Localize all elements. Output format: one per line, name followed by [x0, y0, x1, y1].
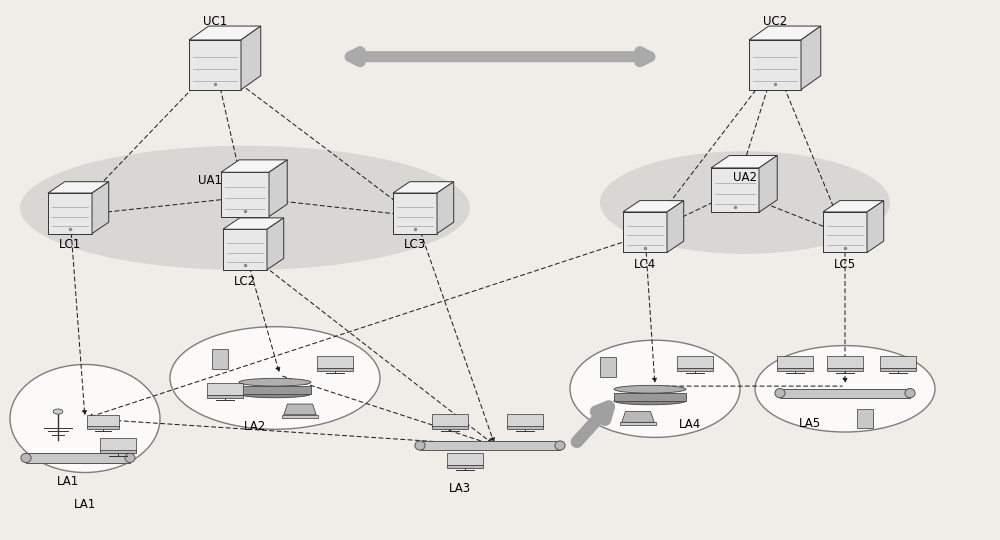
Polygon shape: [239, 386, 311, 394]
Bar: [827, 368, 863, 370]
Text: UC2: UC2: [763, 15, 787, 28]
Ellipse shape: [125, 453, 135, 462]
Bar: [507, 414, 543, 427]
Polygon shape: [867, 201, 884, 252]
Bar: [880, 368, 916, 370]
Ellipse shape: [10, 364, 160, 472]
Polygon shape: [823, 201, 884, 212]
Text: LA1: LA1: [57, 475, 79, 488]
Polygon shape: [622, 411, 654, 422]
Bar: [447, 465, 483, 468]
Bar: [827, 356, 863, 368]
Bar: [432, 414, 468, 427]
Polygon shape: [437, 181, 454, 233]
Ellipse shape: [614, 397, 686, 405]
Bar: [677, 368, 713, 370]
Polygon shape: [614, 393, 686, 401]
Polygon shape: [284, 404, 316, 415]
Text: LA5: LA5: [799, 417, 821, 430]
Polygon shape: [667, 201, 684, 252]
Polygon shape: [223, 218, 284, 229]
Bar: [87, 415, 119, 427]
Text: LA4: LA4: [679, 418, 701, 431]
Polygon shape: [189, 40, 241, 90]
Text: UC1: UC1: [203, 15, 227, 28]
Polygon shape: [711, 168, 759, 212]
Text: LC5: LC5: [834, 258, 856, 271]
Polygon shape: [759, 156, 777, 212]
Polygon shape: [801, 26, 821, 90]
Bar: [212, 349, 228, 369]
Bar: [857, 409, 873, 428]
Ellipse shape: [600, 151, 890, 254]
Polygon shape: [749, 40, 801, 90]
Circle shape: [53, 409, 63, 414]
Polygon shape: [221, 172, 269, 217]
Polygon shape: [749, 26, 821, 40]
Polygon shape: [48, 181, 109, 193]
Bar: [207, 395, 243, 397]
Bar: [317, 368, 353, 370]
Text: LC4: LC4: [634, 258, 656, 271]
Bar: [677, 356, 713, 368]
Bar: [100, 438, 136, 451]
Bar: [777, 368, 813, 370]
Polygon shape: [623, 201, 684, 212]
Polygon shape: [711, 156, 777, 168]
Text: UA1: UA1: [198, 174, 222, 187]
Ellipse shape: [755, 346, 935, 432]
Ellipse shape: [20, 146, 470, 270]
Ellipse shape: [614, 386, 686, 393]
Bar: [317, 356, 353, 368]
Ellipse shape: [239, 390, 311, 398]
Bar: [600, 357, 616, 377]
Bar: [880, 356, 916, 368]
Ellipse shape: [415, 441, 425, 450]
Polygon shape: [269, 160, 287, 217]
Bar: [100, 450, 136, 454]
Bar: [507, 426, 543, 429]
Text: UA2: UA2: [733, 171, 757, 184]
Bar: [780, 388, 910, 397]
Polygon shape: [241, 26, 261, 90]
Ellipse shape: [239, 379, 311, 386]
Bar: [26, 454, 130, 462]
Polygon shape: [189, 26, 261, 40]
Polygon shape: [393, 193, 437, 233]
Polygon shape: [48, 193, 92, 233]
Bar: [420, 441, 560, 450]
Bar: [282, 415, 318, 417]
Bar: [620, 422, 656, 425]
Polygon shape: [221, 160, 287, 172]
Text: LC3: LC3: [404, 238, 426, 251]
Ellipse shape: [21, 453, 31, 462]
Text: LA2: LA2: [244, 420, 266, 433]
Ellipse shape: [905, 388, 915, 397]
Polygon shape: [223, 229, 267, 269]
Polygon shape: [823, 212, 867, 252]
Bar: [447, 453, 483, 465]
Bar: [87, 426, 119, 429]
Text: LC2: LC2: [234, 275, 256, 288]
Ellipse shape: [775, 388, 785, 397]
Polygon shape: [267, 218, 284, 269]
Polygon shape: [92, 181, 109, 233]
Polygon shape: [623, 212, 667, 252]
Ellipse shape: [570, 340, 740, 437]
Text: LA3: LA3: [449, 482, 471, 495]
Text: LA1: LA1: [74, 498, 96, 511]
Text: LC1: LC1: [59, 238, 81, 251]
Bar: [777, 356, 813, 368]
Ellipse shape: [170, 327, 380, 429]
Bar: [432, 426, 468, 429]
Polygon shape: [393, 181, 454, 193]
Ellipse shape: [555, 441, 565, 450]
Bar: [207, 383, 243, 395]
